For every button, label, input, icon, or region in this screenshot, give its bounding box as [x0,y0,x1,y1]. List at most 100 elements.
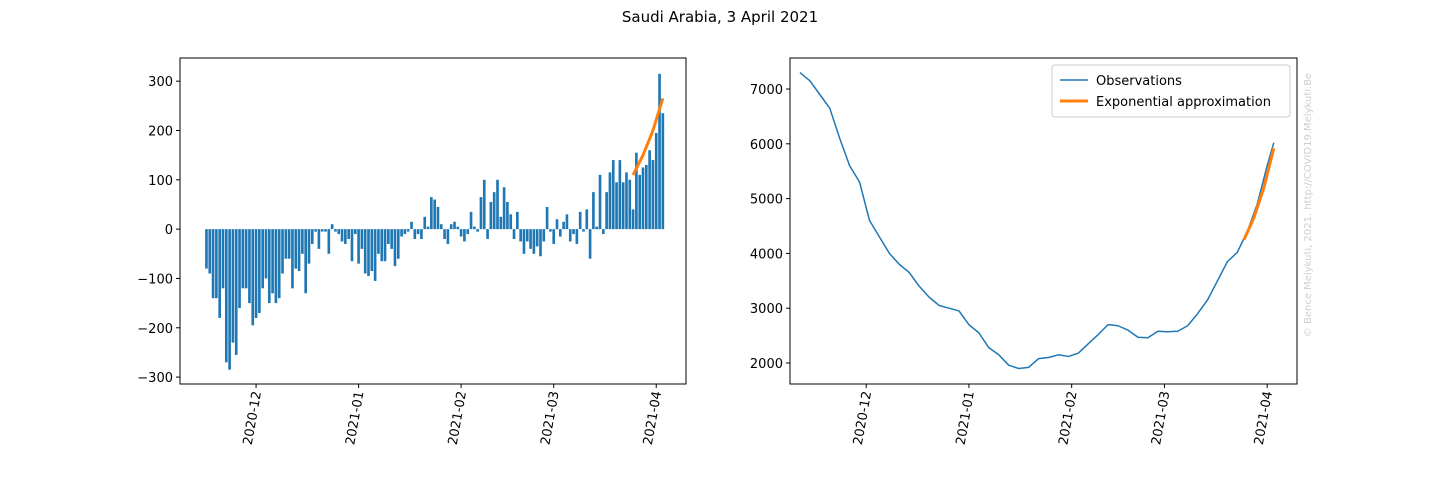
bar [228,229,231,370]
x-tick-label: 2021-02 [1056,390,1080,446]
bar [344,229,347,244]
bar [443,229,446,240]
bar [360,229,364,249]
bar [453,221,456,230]
bar [380,229,384,262]
bar [234,229,238,355]
legend-label: Exponential approximation [1096,95,1271,110]
bar [651,160,655,230]
bar [628,179,632,230]
bar [294,229,298,269]
bar [327,229,331,254]
bar [436,206,440,230]
y-tick-label: 300 [148,75,173,90]
y-tick-label: 4000 [750,247,783,262]
bar [459,229,463,237]
bar [291,229,294,289]
bar [221,229,225,289]
bar [433,199,436,230]
bar [370,229,374,272]
bar [588,229,592,259]
bar [585,209,589,230]
bar [592,192,595,230]
line [631,97,665,176]
bar [248,229,251,304]
bar [254,229,258,318]
bar [601,229,605,235]
x-tick-label: 2021-01 [954,390,978,446]
bar [271,229,274,294]
bar [241,229,245,289]
plot-area: −300 −200 −100 0 100 200 300 2020-12 2021-01 2021… [137,57,687,446]
bar [350,229,354,262]
y-tick-label: −200 [137,322,173,337]
bar [469,211,473,230]
y-tick-label: 3000 [750,302,783,317]
y-tick-label: 2000 [750,357,783,372]
bar [473,226,476,230]
bar [545,206,549,230]
bar [492,192,496,230]
bar [264,229,268,279]
bar [615,182,618,230]
y-tick-label: −300 [137,371,173,386]
bar [205,229,208,269]
bar [562,221,565,230]
bar [516,211,519,230]
bar [215,229,218,299]
bar [317,229,321,249]
bar [413,229,417,240]
bar [499,216,503,230]
bar [231,229,235,343]
bar [621,182,625,230]
bar [406,229,410,232]
bar [535,229,539,247]
bar [449,224,453,230]
bar [542,229,546,242]
bar [608,172,612,230]
bar [208,229,212,274]
bar [565,214,569,230]
bar [274,229,278,304]
axes-frame [179,57,687,385]
bar [638,174,642,230]
bar [549,229,552,232]
bar [287,229,291,259]
y-tick-label: −100 [137,272,173,287]
bar [258,229,261,313]
bar [476,229,479,232]
legend-label: Observations [1096,74,1182,89]
bar [307,229,311,264]
y-tick-label: 6000 [750,138,783,153]
bar [489,202,493,230]
x-tick-label: 2021-03 [1149,390,1173,446]
bar [211,229,215,299]
bar [301,229,304,254]
bar [390,229,393,249]
bar [373,229,377,281]
bar [635,152,638,230]
x-tick-label: 2020-12 [241,390,265,446]
bar [393,229,397,267]
bar [324,229,327,232]
bar [340,229,344,242]
y-tick-label: 0 [165,223,173,238]
bar [430,197,433,230]
axes-frame [789,57,1298,385]
bar [281,229,284,274]
bar [479,197,483,230]
bar [400,229,403,237]
bar [267,229,271,304]
bar [439,224,443,230]
bar [261,229,265,289]
bar [502,187,506,230]
bar [496,179,499,230]
legend-box [1051,64,1291,118]
bar [539,229,542,257]
bar [304,229,307,294]
bar [529,229,532,249]
bar [218,229,222,318]
bar [595,226,599,230]
bar [625,172,628,230]
x-tick-label: 2021-04 [1252,390,1276,446]
